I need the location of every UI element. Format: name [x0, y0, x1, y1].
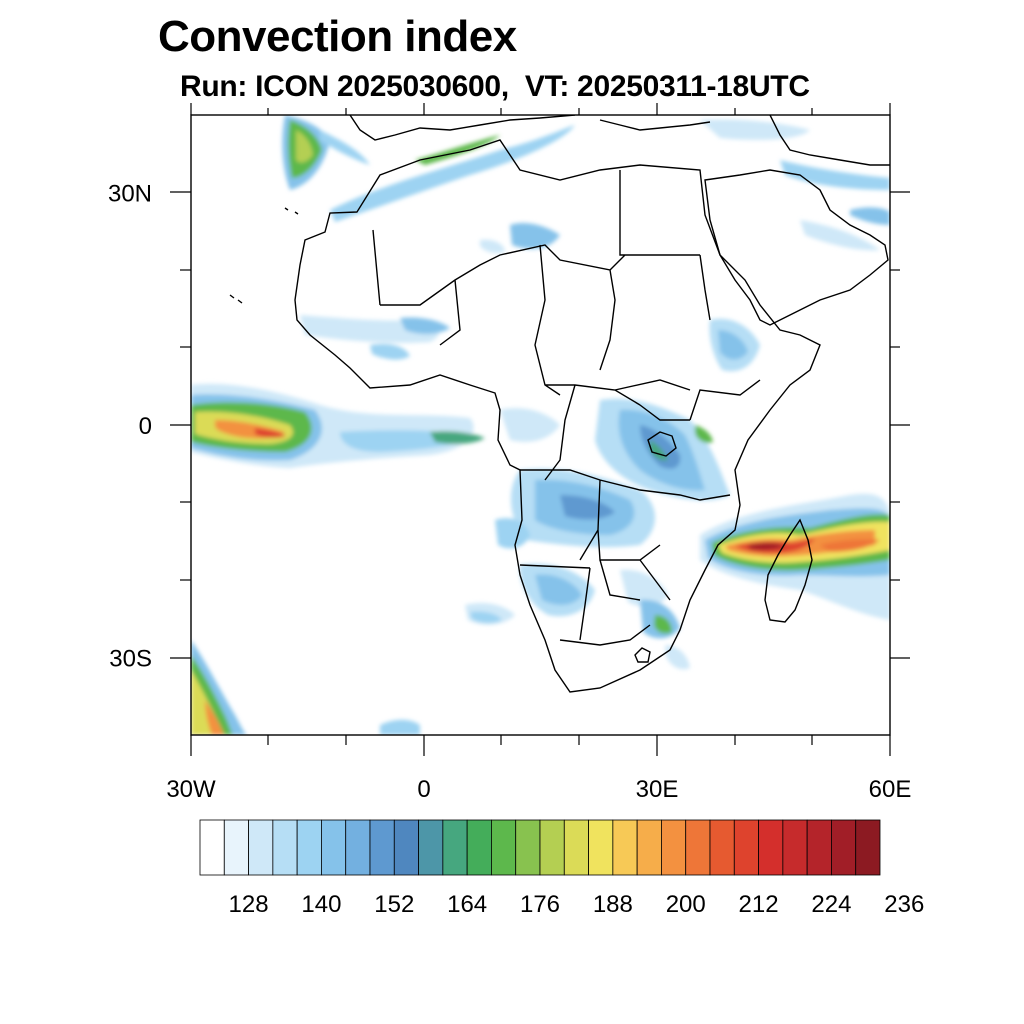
- colorbar-tick-label: 224: [811, 891, 851, 918]
- colorbar-swatch: [418, 819, 444, 876]
- colorbar-swatch: [685, 819, 711, 876]
- longitude-tick-label: 30E: [636, 776, 679, 803]
- colorbar-swatch: [296, 819, 322, 876]
- colorbar-swatch: [466, 819, 492, 876]
- latitude-tick-label: 30N: [108, 181, 152, 208]
- colorbar-swatch: [199, 819, 225, 876]
- colorbar-swatch: [855, 819, 881, 876]
- colorbar-tick-label: 176: [520, 891, 560, 918]
- longitude-tick-label: 60E: [869, 776, 912, 803]
- longitude-tick-label: 30W: [166, 776, 216, 803]
- colorbar-tick-label: 200: [666, 891, 706, 918]
- convection-field: [191, 115, 890, 735]
- colorbar-swatch: [831, 819, 857, 876]
- colorbar-tick-label: 140: [301, 891, 341, 918]
- longitude-tick-label: 0: [417, 776, 430, 803]
- colorbar-swatch: [636, 819, 662, 876]
- colorbar: [199, 819, 881, 876]
- colorbar-swatch: [758, 819, 784, 876]
- north-africa-streaks: [330, 119, 890, 254]
- colorbar-swatch: [709, 819, 735, 876]
- colorbar-tick-label: 164: [447, 891, 487, 918]
- latitude-labels: 30N 0 30S: [108, 181, 152, 673]
- colorbar-swatch: [393, 819, 419, 876]
- map-title: Convection index: [158, 12, 517, 61]
- colorbar-swatch: [442, 819, 468, 876]
- colorbar-swatch: [223, 819, 249, 876]
- colorbar-swatch: [248, 819, 274, 876]
- colorbar-tick-label: 212: [739, 891, 779, 918]
- colorbar-swatch: [491, 819, 517, 876]
- latitude-tick-label: 0: [139, 413, 152, 440]
- colorbar-swatch: [272, 819, 298, 876]
- mozambique-channel-storm: [700, 493, 890, 620]
- south-atlantic-band: [191, 640, 420, 735]
- coastlines: [229, 115, 890, 693]
- colorbar-swatch: [539, 819, 565, 876]
- colorbar-swatch: [612, 819, 638, 876]
- colorbar-tick-label: 188: [593, 891, 633, 918]
- itcz-atlantic-band: [191, 383, 485, 468]
- map-frame: [170, 103, 910, 756]
- north-atlantic-band: [282, 115, 370, 190]
- colorbar-swatch: [321, 819, 347, 876]
- colorbar-swatch: [782, 819, 808, 876]
- colorbar-tick-label: 128: [229, 891, 269, 918]
- colorbar-swatch: [563, 819, 589, 876]
- colorbar-swatch: [369, 819, 395, 876]
- central-africa-convection: [300, 315, 760, 549]
- longitude-labels: 30W 0 30E 60E: [166, 776, 911, 803]
- colorbar-swatch: [515, 819, 541, 876]
- colorbar-labels: 128 140 152 164 176 188 200 212 224 236: [229, 891, 925, 918]
- colorbar-tick-label: 152: [374, 891, 414, 918]
- colorbar-swatch: [661, 819, 687, 876]
- colorbar-swatch: [733, 819, 759, 876]
- colorbar-swatch: [588, 819, 614, 876]
- colorbar-swatch: [345, 819, 371, 876]
- colorbar-tick-label: 236: [884, 891, 924, 918]
- colorbar-swatch: [806, 819, 832, 876]
- southern-africa-convection: [465, 563, 690, 670]
- map-subtitle: Run: ICON 2025030600, VT: 20250311-18UTC: [180, 70, 810, 103]
- latitude-tick-label: 30S: [109, 646, 152, 673]
